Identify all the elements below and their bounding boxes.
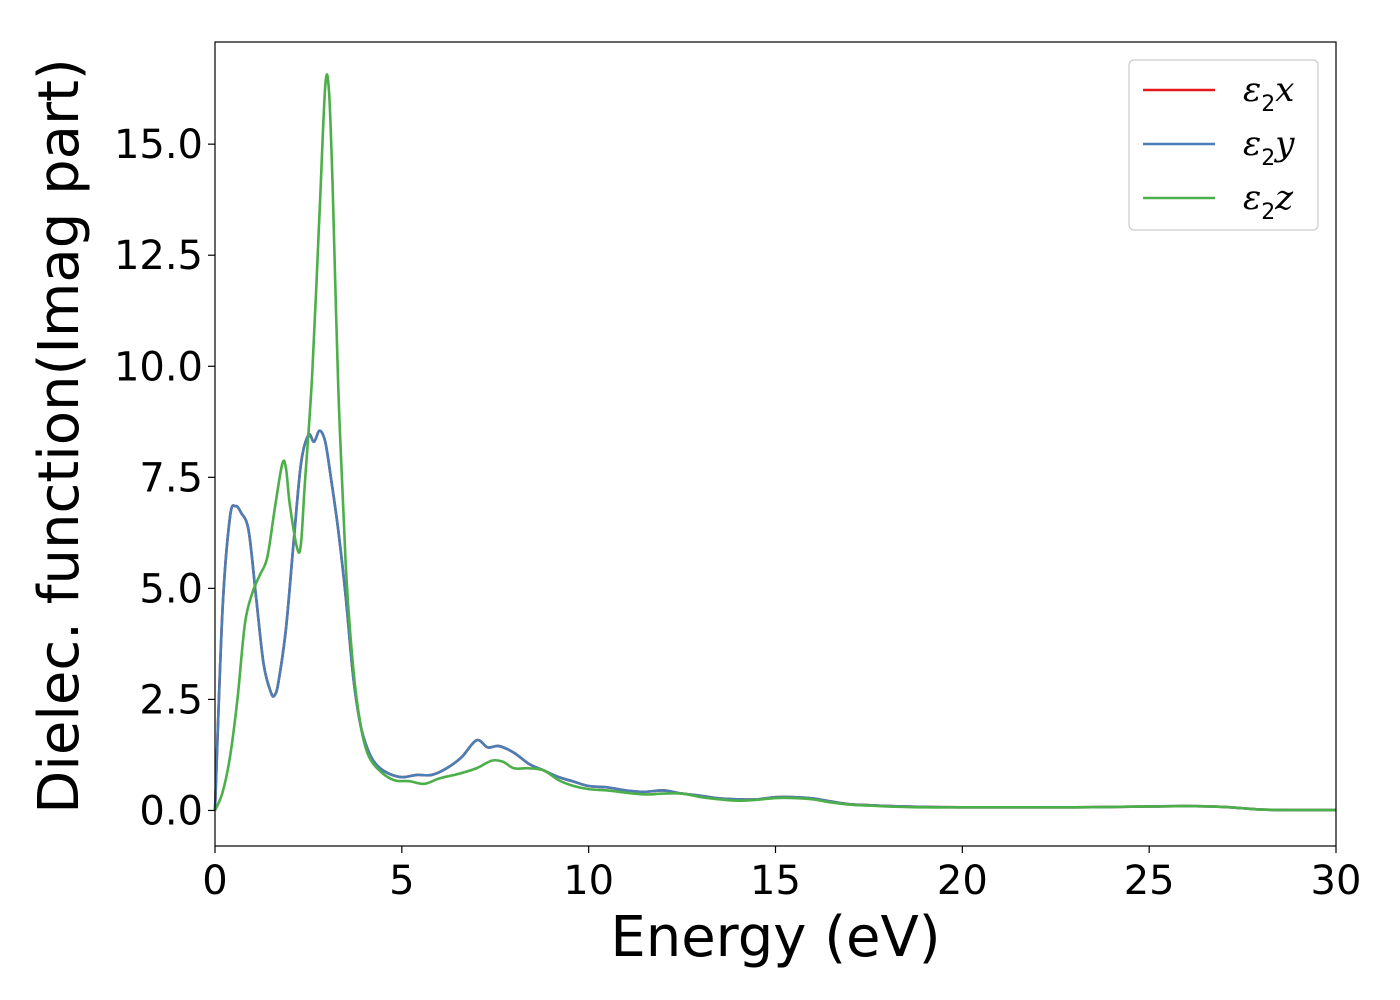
y-tick-label: 10.0: [114, 344, 203, 390]
legend-label-x: ε2x: [1243, 70, 1294, 117]
x-axis-ticks: 0 5 10 15 20 25 30: [202, 846, 1361, 904]
x-tick-label: 30: [1311, 858, 1362, 904]
x-tick-label: 0: [202, 858, 227, 904]
x-tick-label: 15: [750, 858, 801, 904]
x-axis-title: Energy (eV): [610, 905, 940, 970]
y-axis-ticks: 0.0 2.5 5.0 7.5 10.0 12.5 15.0: [114, 122, 215, 834]
y-axis-title: Dielec. function(Imag part): [27, 58, 92, 814]
y-tick-label: 2.5: [139, 677, 203, 723]
legend-label-z: ε2z: [1243, 178, 1294, 225]
y-tick-label: 15.0: [114, 122, 203, 168]
x-tick-label: 25: [1124, 858, 1175, 904]
y-tick-label: 7.5: [139, 455, 203, 501]
x-tick-label: 5: [389, 858, 414, 904]
series-line-z: [213, 73, 1337, 812]
legend-label-y: ε2y: [1243, 124, 1295, 171]
y-tick-label: 12.5: [114, 233, 203, 279]
legend: ε2x ε2y ε2z: [1128, 59, 1319, 231]
y-tick-label: 5.0: [139, 566, 203, 612]
x-tick-label: 20: [937, 858, 988, 904]
series-layer: [213, 73, 1337, 812]
x-tick-label: 10: [563, 858, 614, 904]
legend-box: [1128, 59, 1319, 231]
y-tick-label: 0.0: [139, 788, 203, 834]
